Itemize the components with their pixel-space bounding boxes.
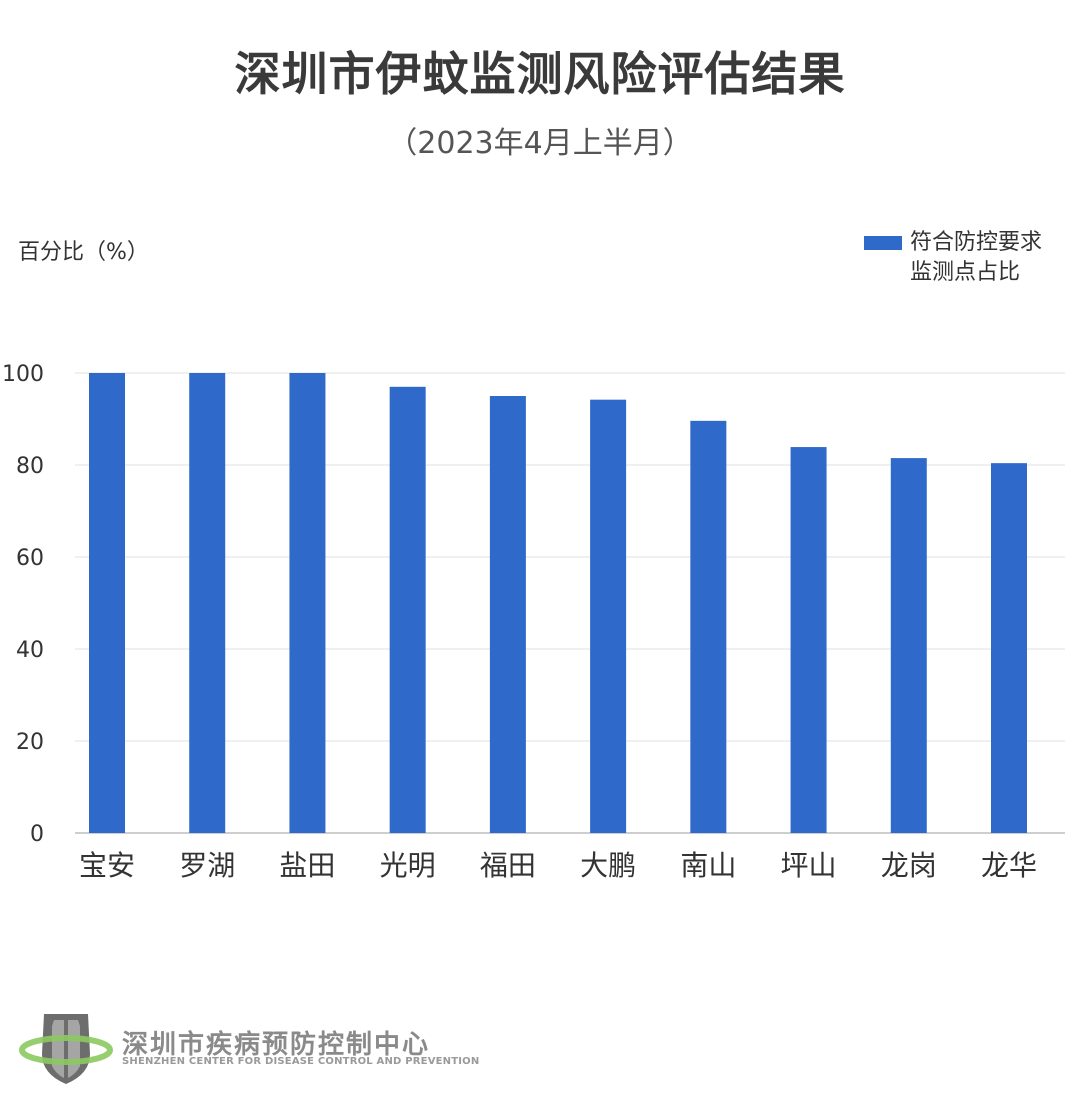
bar-6 bbox=[690, 420, 727, 833]
y-tick-label: 0 bbox=[30, 822, 44, 847]
x-tick-label: 龙华 bbox=[981, 849, 1037, 882]
bar-1 bbox=[189, 373, 226, 833]
bar-2 bbox=[289, 373, 326, 833]
x-tick-label: 罗湖 bbox=[179, 849, 235, 882]
y-tick-label: 40 bbox=[16, 638, 44, 663]
bar-4 bbox=[489, 396, 526, 833]
bar-chart: 0 20 40 60 80 100 宝安 罗湖 盐田 光明 福田 大鹏 南山 坪山 龙岗 龙华 bbox=[2, 362, 1065, 882]
x-tick-label: 坪山 bbox=[781, 849, 837, 882]
bar-7 bbox=[790, 447, 827, 833]
org-name: 深圳市疾病预防控制中心 bbox=[122, 1030, 431, 1060]
x-tick-label: 大鹏 bbox=[580, 849, 636, 882]
bar-9 bbox=[991, 463, 1027, 833]
x-tick-label: 宝安 bbox=[79, 849, 135, 882]
bar-0 bbox=[89, 373, 125, 833]
x-tick-label: 光明 bbox=[380, 849, 436, 882]
y-tick-label: 60 bbox=[16, 546, 44, 571]
y-tick-label: 20 bbox=[16, 730, 44, 755]
bar-8 bbox=[890, 458, 927, 833]
x-tick-label: 福田 bbox=[480, 849, 536, 882]
chart-subtitle: （2023年4月上半月） bbox=[387, 126, 693, 161]
cdc-shield-logo-icon bbox=[19, 1014, 113, 1084]
org-name-en: SHENZHEN CENTER FOR DISEASE CONTROL AND … bbox=[122, 1056, 480, 1067]
legend-label-line-1: 符合防控要求 bbox=[910, 230, 1043, 255]
bar-5 bbox=[590, 399, 627, 833]
chart-title: 深圳市伊蚊监测风险评估结果 bbox=[234, 47, 846, 101]
x-tick-label: 盐田 bbox=[279, 849, 335, 882]
legend-label-line-2: 监测点占比 bbox=[910, 260, 1021, 285]
legend-label: 符合防控要求 监测点占比 bbox=[910, 228, 1080, 288]
y-tick-label: 80 bbox=[16, 454, 44, 479]
y-axis-label: 百分比（%） bbox=[18, 240, 149, 265]
x-tick-label: 龙岗 bbox=[881, 849, 937, 882]
y-tick-label: 100 bbox=[2, 362, 44, 387]
x-tick-label: 南山 bbox=[680, 849, 736, 882]
legend-swatch bbox=[864, 236, 902, 250]
bar-3 bbox=[389, 386, 426, 833]
footer: 深圳市疾病预防控制中心 SHENZHEN CENTER FOR DISEASE … bbox=[18, 1008, 488, 1088]
